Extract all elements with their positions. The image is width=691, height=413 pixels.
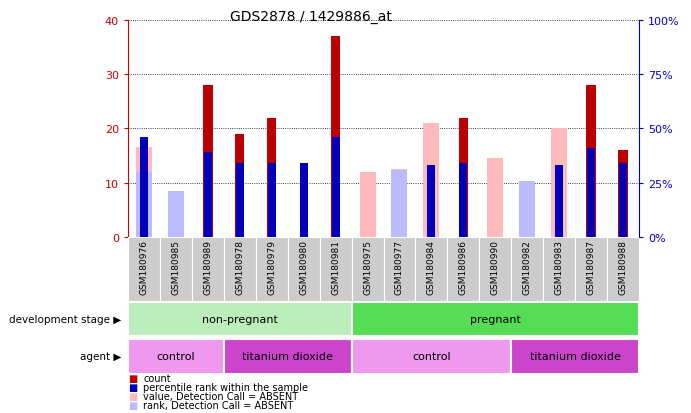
Bar <box>359 173 375 237</box>
Bar <box>352 237 384 301</box>
Text: control: control <box>412 351 451 362</box>
Text: GSM180982: GSM180982 <box>523 240 532 294</box>
Text: GDS2878 / 1429886_at: GDS2878 / 1429886_at <box>230 10 392 24</box>
Text: count: count <box>143 373 171 383</box>
Text: GSM180988: GSM180988 <box>618 240 627 294</box>
Text: ■: ■ <box>128 373 137 383</box>
Bar <box>331 37 341 237</box>
Text: rank, Detection Call = ABSENT: rank, Detection Call = ABSENT <box>143 400 293 410</box>
Bar <box>520 189 536 237</box>
Bar <box>520 181 536 237</box>
Bar <box>160 237 191 301</box>
Text: control: control <box>156 351 195 362</box>
Bar <box>551 129 567 237</box>
Text: GSM180975: GSM180975 <box>363 240 372 294</box>
Bar <box>352 339 511 374</box>
Bar <box>543 237 575 301</box>
Bar <box>224 339 352 374</box>
Bar <box>480 237 511 301</box>
Bar <box>136 148 152 237</box>
Bar <box>460 164 467 237</box>
Bar <box>392 170 408 237</box>
Text: percentile rank within the sample: percentile rank within the sample <box>143 382 308 392</box>
Bar <box>256 237 287 301</box>
Text: GSM180976: GSM180976 <box>140 240 149 294</box>
Bar <box>267 164 276 237</box>
Bar <box>587 149 595 237</box>
Bar <box>556 166 563 237</box>
Bar <box>424 123 439 237</box>
Bar <box>587 86 596 237</box>
Bar <box>128 339 224 374</box>
Bar <box>415 237 448 301</box>
Bar <box>428 166 435 237</box>
Text: GSM180985: GSM180985 <box>171 240 180 294</box>
Bar <box>128 302 352 337</box>
Text: GSM180987: GSM180987 <box>587 240 596 294</box>
Bar <box>140 138 148 237</box>
Text: GSM180990: GSM180990 <box>491 240 500 294</box>
Text: GSM180989: GSM180989 <box>203 240 212 294</box>
Bar <box>236 164 244 237</box>
Bar <box>168 197 184 237</box>
Text: value, Detection Call = ABSENT: value, Detection Call = ABSENT <box>143 391 298 401</box>
Bar <box>352 302 639 337</box>
Text: GSM180983: GSM180983 <box>555 240 564 294</box>
Text: GSM180981: GSM180981 <box>331 240 340 294</box>
Bar <box>511 237 543 301</box>
Bar <box>191 237 224 301</box>
Text: GSM180979: GSM180979 <box>267 240 276 294</box>
Text: ■: ■ <box>128 400 137 410</box>
Bar <box>203 86 213 237</box>
Text: ■: ■ <box>128 391 137 401</box>
Bar <box>332 138 339 237</box>
Text: pregnant: pregnant <box>470 314 521 325</box>
Bar <box>575 237 607 301</box>
Bar <box>618 151 628 237</box>
Bar <box>136 173 152 237</box>
Text: development stage ▶: development stage ▶ <box>9 314 121 325</box>
Text: non-pregnant: non-pregnant <box>202 314 278 325</box>
Bar <box>128 237 160 301</box>
Bar <box>487 159 503 237</box>
Bar <box>319 237 352 301</box>
Bar <box>235 135 245 237</box>
Bar <box>300 164 307 237</box>
Text: ■: ■ <box>128 382 137 392</box>
Bar <box>392 170 408 237</box>
Bar <box>204 153 211 237</box>
Text: agent ▶: agent ▶ <box>79 351 121 362</box>
Bar <box>619 164 627 237</box>
Text: titanium dioxide: titanium dioxide <box>242 351 333 362</box>
Bar <box>607 237 639 301</box>
Text: GSM180980: GSM180980 <box>299 240 308 294</box>
Bar <box>459 118 468 237</box>
Text: titanium dioxide: titanium dioxide <box>530 351 621 362</box>
Text: GSM180978: GSM180978 <box>235 240 244 294</box>
Bar <box>448 237 480 301</box>
Text: GSM180986: GSM180986 <box>459 240 468 294</box>
Bar <box>511 339 639 374</box>
Text: GSM180977: GSM180977 <box>395 240 404 294</box>
Bar <box>168 192 184 237</box>
Bar <box>224 237 256 301</box>
Bar <box>384 237 415 301</box>
Bar <box>287 237 319 301</box>
Text: GSM180984: GSM180984 <box>427 240 436 294</box>
Bar <box>267 118 276 237</box>
